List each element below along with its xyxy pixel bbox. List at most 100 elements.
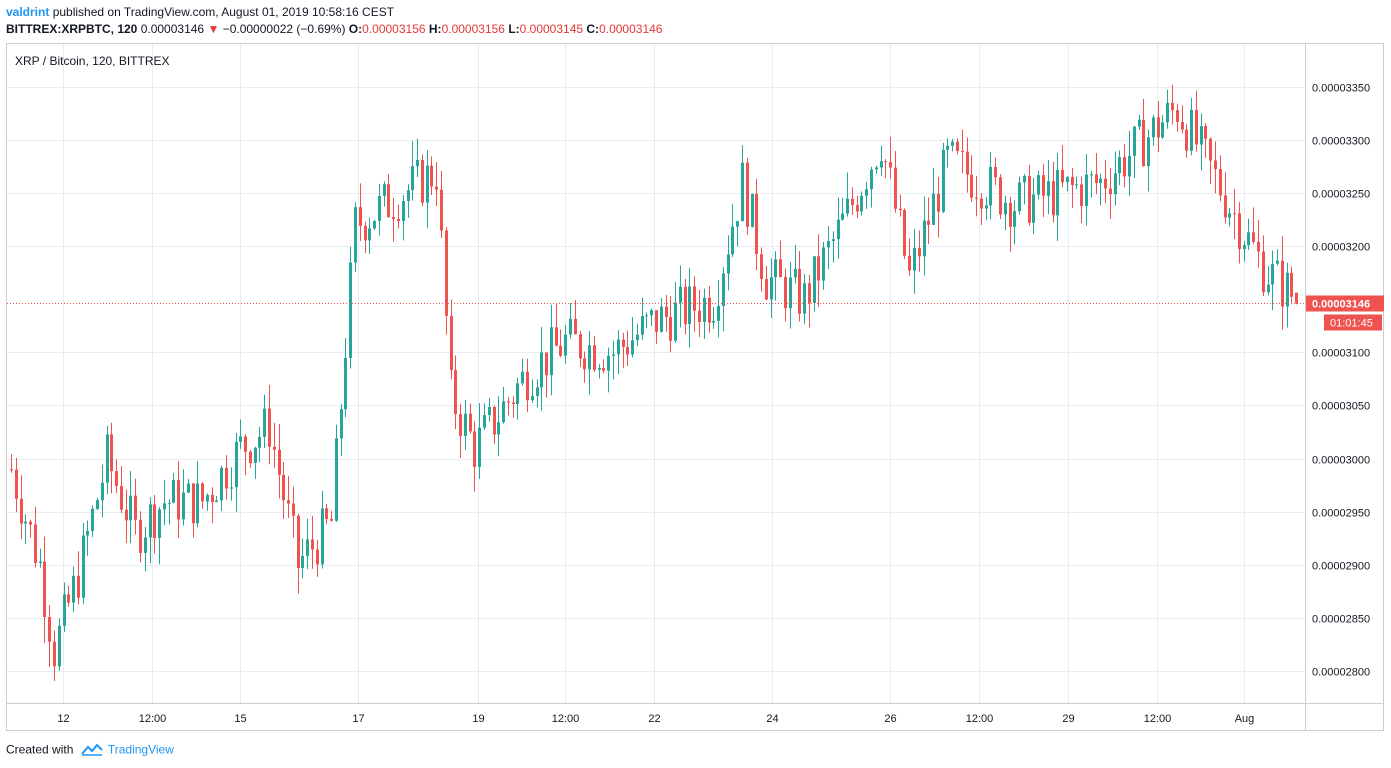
candle-body — [688, 286, 691, 325]
candle-body — [258, 436, 261, 448]
symbol-label: BITTREX:XRPBTC, 120 — [6, 22, 138, 36]
candle-body — [1023, 175, 1026, 183]
current-price-box — [1306, 295, 1384, 312]
candle-body — [187, 483, 190, 493]
candle-body — [72, 575, 75, 603]
candle-body — [20, 498, 23, 524]
low-label: L: — [508, 22, 520, 36]
candle-body — [1042, 175, 1045, 196]
tradingview-link[interactable]: TradingView — [107, 742, 174, 757]
candle-body — [970, 174, 973, 198]
x-tick-label: 12:00 — [139, 713, 167, 725]
candle-body — [607, 355, 610, 371]
candle-body — [450, 315, 453, 371]
candle-body — [1090, 174, 1093, 176]
candle-body — [149, 504, 152, 538]
candle-body — [679, 286, 682, 303]
candle-body — [407, 190, 410, 202]
candle-body — [373, 220, 376, 229]
candle-body — [894, 167, 897, 209]
x-tick-label: 22 — [648, 713, 660, 725]
y-tick-label: 0.00003250 — [1312, 189, 1370, 201]
candle-body — [545, 352, 548, 376]
candle-body — [1056, 169, 1059, 216]
candle-body — [1238, 213, 1241, 250]
candle-body — [158, 509, 161, 538]
candle-body — [125, 509, 128, 521]
candle-body — [330, 518, 333, 521]
y-tick-label: 0.00003050 — [1312, 401, 1370, 413]
candle-body — [1271, 263, 1274, 285]
candle-body — [48, 617, 51, 642]
y-tick-label: 0.00002800 — [1312, 667, 1370, 679]
candle-body — [803, 283, 806, 314]
tradingview-logo-icon — [80, 742, 103, 759]
candle-body — [1104, 178, 1107, 189]
candle-body — [454, 370, 457, 415]
candle-body — [884, 161, 887, 163]
candle-body — [488, 406, 491, 416]
candle-body — [798, 268, 801, 314]
candle-body — [1157, 117, 1160, 138]
candle-body — [235, 441, 238, 488]
candle-body — [469, 413, 472, 432]
candle-body — [1219, 169, 1222, 196]
candle-body — [903, 209, 906, 256]
candle-body — [1128, 155, 1131, 177]
candle-body — [220, 467, 223, 501]
candle-body — [282, 474, 285, 501]
x-tick-label: Aug — [1235, 713, 1255, 725]
candle-body — [15, 469, 18, 499]
candle-body — [784, 276, 787, 309]
candle-body — [1147, 137, 1150, 167]
candle-body — [1262, 251, 1265, 293]
candle-body — [1185, 129, 1188, 151]
candle-body — [923, 220, 926, 257]
candle-body — [129, 495, 132, 521]
candle-body — [91, 508, 94, 532]
candle-body — [244, 436, 247, 452]
candle-body — [139, 519, 142, 553]
author-link[interactable]: valdrint — [6, 5, 50, 19]
candle-body — [1004, 202, 1007, 215]
y-tick-label: 0.00002950 — [1312, 508, 1370, 520]
candle-body — [746, 162, 749, 227]
candle-body — [273, 446, 276, 450]
candle-body — [387, 184, 390, 218]
candle-body — [526, 371, 529, 401]
candle-body — [263, 408, 266, 437]
candle-body — [622, 339, 625, 348]
candle-body — [1047, 181, 1050, 196]
candle-body — [531, 395, 534, 401]
candle-body — [29, 521, 32, 525]
candle-body — [426, 165, 429, 203]
x-tick-label: 12:00 — [552, 713, 580, 725]
candle-body — [564, 334, 567, 356]
x-tick-label: 29 — [1062, 713, 1074, 725]
down-arrow-icon: ▼ — [207, 22, 220, 36]
candle-body — [1037, 175, 1040, 195]
candle-body — [1085, 174, 1088, 207]
candle-body — [106, 434, 109, 483]
x-tick-label: 12:00 — [1144, 713, 1172, 725]
candle-body — [1247, 232, 1250, 246]
candle-body — [999, 177, 1002, 215]
candle-body — [1009, 202, 1012, 227]
candle-body — [918, 247, 921, 257]
candle-body — [536, 387, 539, 396]
candle-body — [665, 306, 668, 317]
candle-body — [908, 255, 911, 271]
publish-line: valdrint published on TradingView.com, A… — [6, 5, 394, 19]
candle-body — [994, 166, 997, 178]
candle-body — [708, 297, 711, 323]
candle-body — [636, 334, 639, 341]
candle-body — [779, 259, 782, 277]
open-value: 0.00003156 — [362, 22, 426, 36]
price-change: −0.00000022 (−0.69%) — [222, 22, 346, 36]
candle-body — [268, 408, 271, 447]
candle-body — [1290, 272, 1293, 297]
candle-body — [550, 327, 553, 376]
candle-body — [817, 256, 820, 281]
candle-body — [631, 340, 634, 355]
